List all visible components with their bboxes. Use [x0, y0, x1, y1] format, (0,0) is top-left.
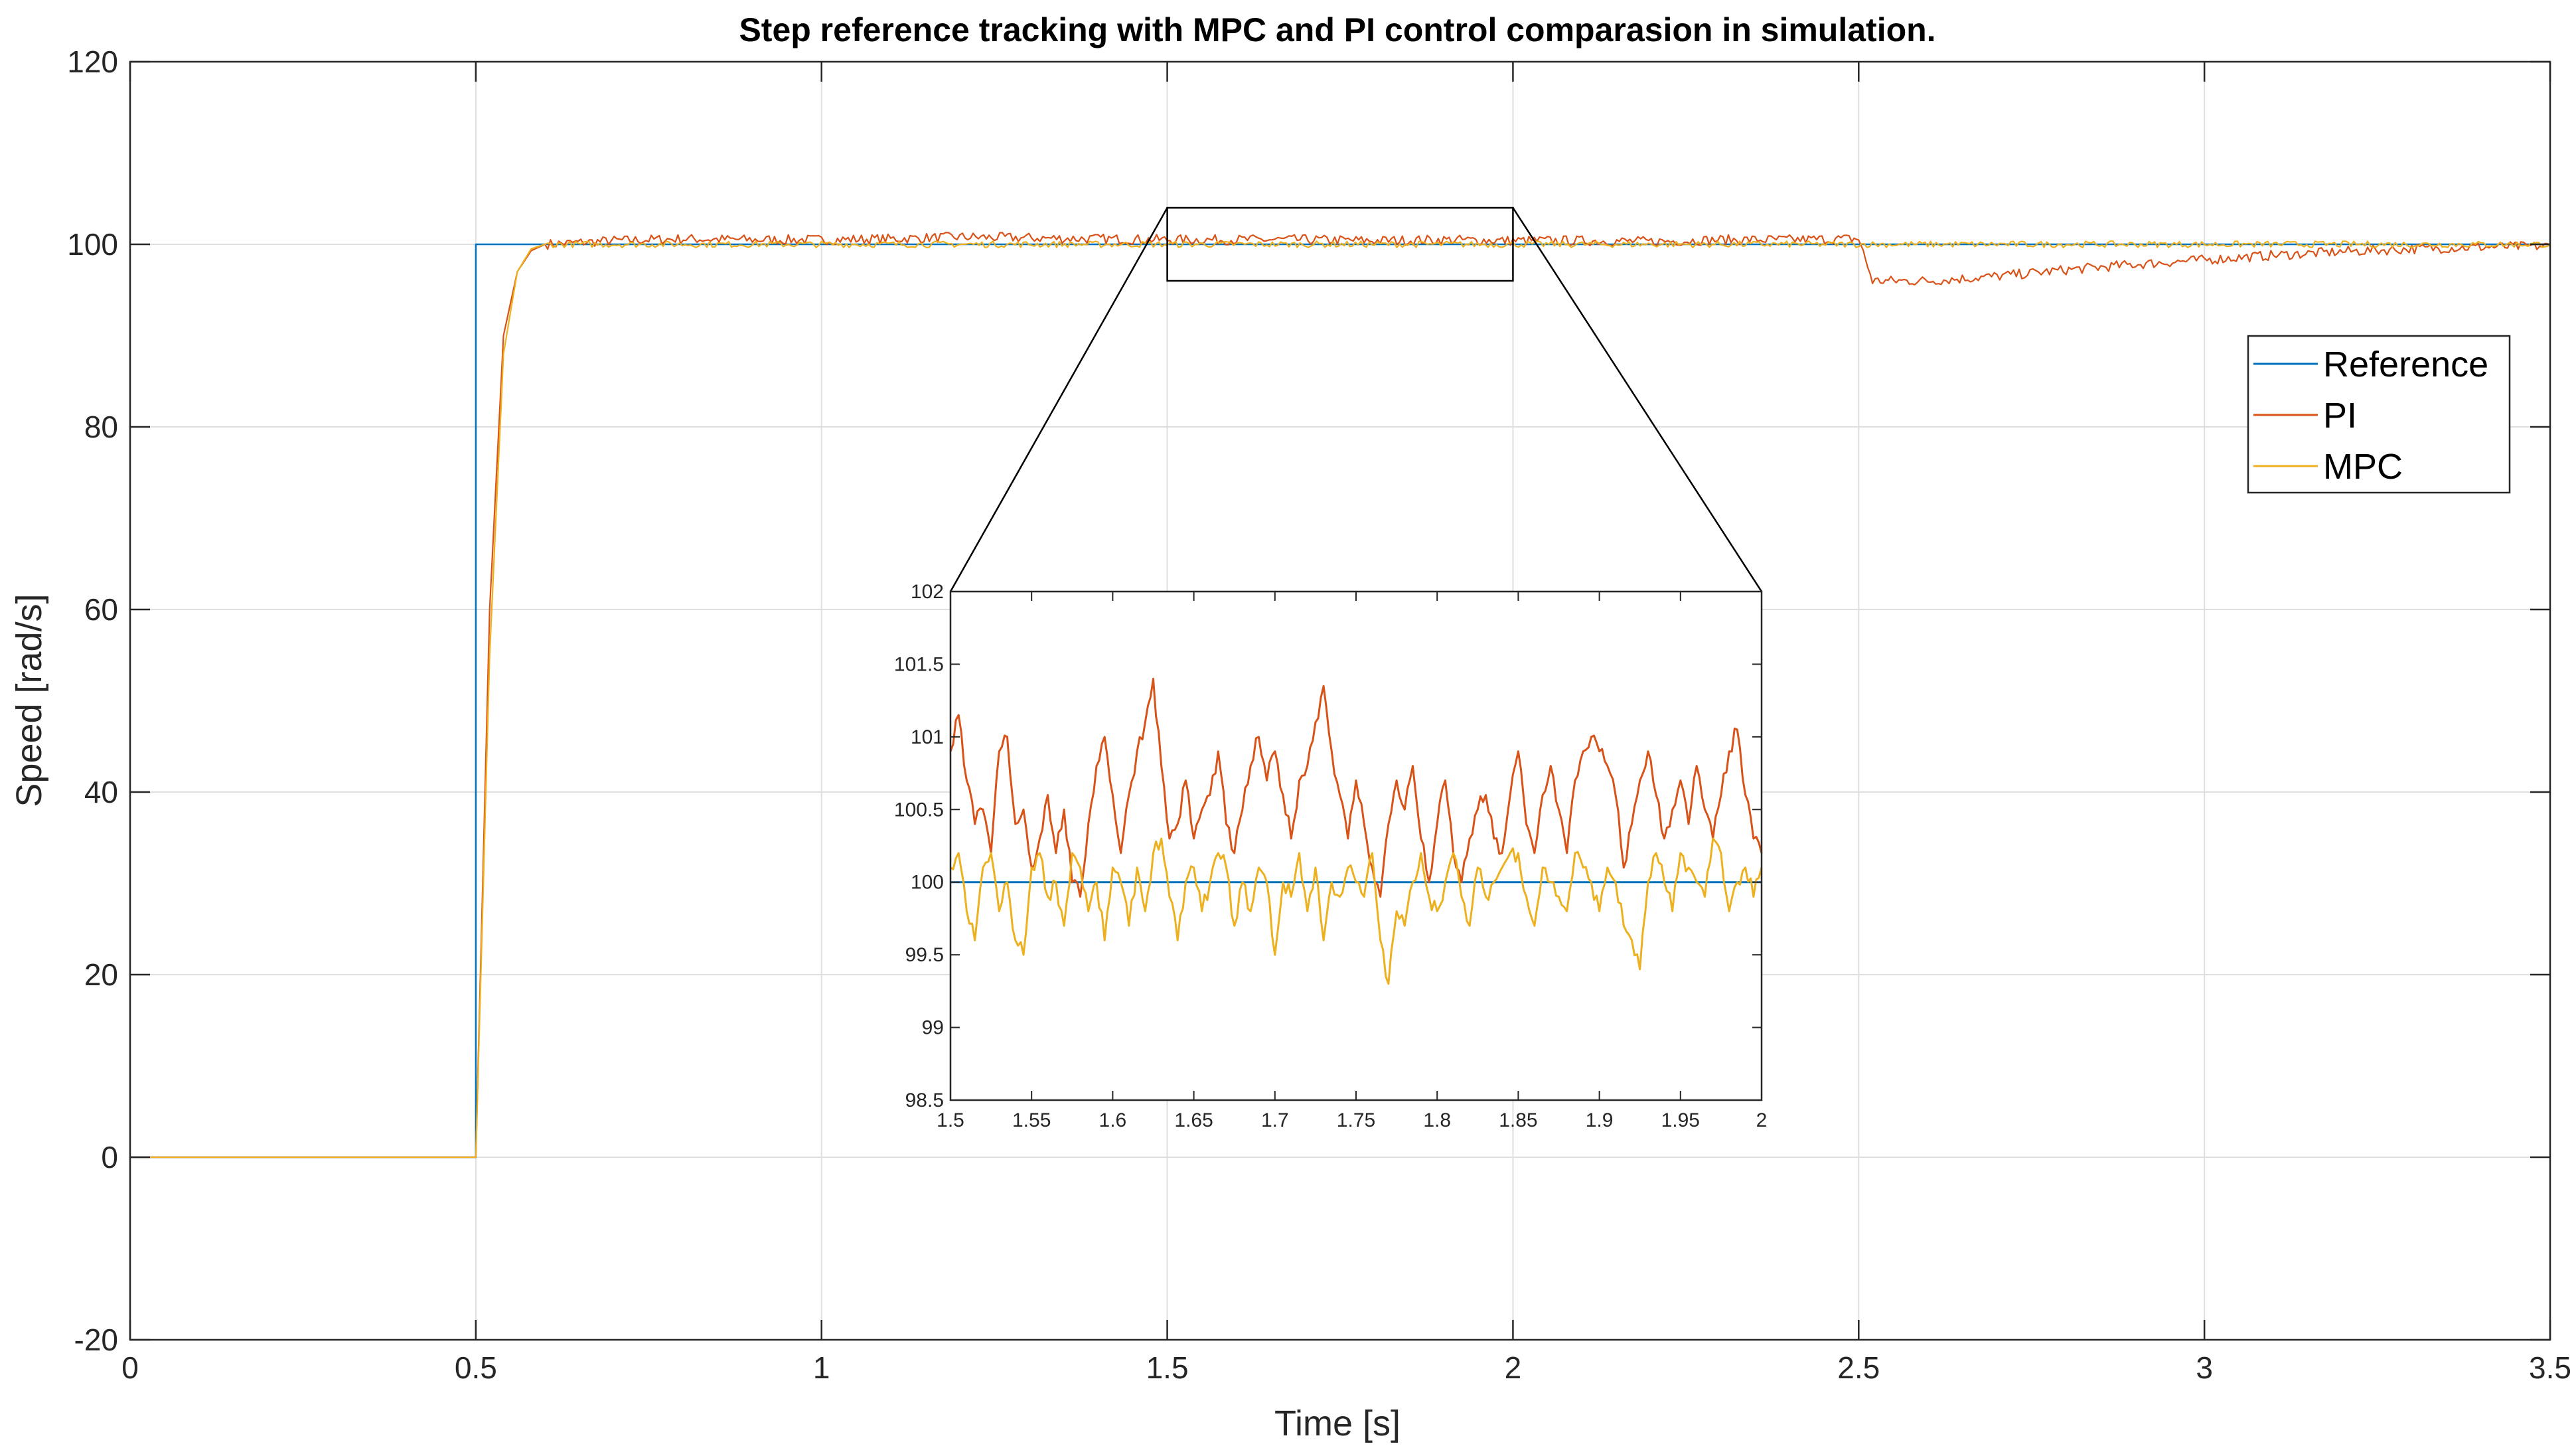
- x-tick-label: 2.5: [1837, 1350, 1880, 1385]
- y-tick-label: 100: [67, 227, 118, 262]
- inset-x-tick-label: 1.9: [1586, 1109, 1614, 1131]
- zoom-indicator: [949, 206, 1763, 592]
- x-tick-label: 3: [2196, 1350, 2213, 1385]
- inset-x-tick-label: 1.85: [1499, 1109, 1537, 1131]
- chart-title: Step reference tracking with MPC and PI …: [739, 11, 1935, 48]
- series-line-mpc: [130, 240, 2551, 1159]
- y-axis-label: Speed [rad/s]: [9, 594, 49, 807]
- inset-x-tick-label: 1.6: [1099, 1109, 1127, 1131]
- inset-x-tick-label: 1.55: [1012, 1109, 1051, 1131]
- inset-x-tick-label: 1.95: [1661, 1109, 1700, 1131]
- y-tick-label: 20: [84, 957, 118, 992]
- zoom-connector-left: [949, 207, 1168, 592]
- x-tick-label: 3.5: [2529, 1350, 2571, 1385]
- inset-x-tick-label: 1.7: [1261, 1109, 1289, 1131]
- inset-x-tick-label: 2: [1756, 1109, 1768, 1131]
- y-tick-label: -20: [74, 1323, 118, 1357]
- inset-y-tick-label: 102: [911, 581, 944, 603]
- inset-x-tick-label: 1.75: [1337, 1109, 1375, 1131]
- inset-series-line-pi: [949, 677, 1763, 898]
- inset-plot-area: [950, 592, 1762, 1100]
- x-tick-label: 0: [121, 1350, 139, 1385]
- inset-y-tick-label: 99: [922, 1017, 944, 1039]
- inset-y-tick-label: 98.5: [905, 1089, 944, 1111]
- inset-y-tick-label: 101.5: [894, 653, 944, 675]
- x-tick-label: 1.5: [1146, 1350, 1189, 1385]
- y-tick-label: 0: [101, 1140, 118, 1174]
- inset-x-tick-label: 1.65: [1174, 1109, 1213, 1131]
- inset-y-tick-label: 100.5: [894, 799, 944, 821]
- y-tick-label: 40: [84, 775, 118, 809]
- inset-y-tick-label: 99.5: [905, 944, 944, 966]
- inset-y-tick-label: 100: [911, 872, 944, 894]
- x-tick-label: 2: [1505, 1350, 1522, 1385]
- legend-entry-reference: Reference: [2253, 345, 2488, 384]
- inset-series-line-mpc: [950, 837, 1763, 985]
- inset-x-tick-label: 1.5: [937, 1109, 964, 1131]
- y-tick-label: 80: [84, 410, 118, 444]
- inset-ticks: 1.5 1.55 1.6 1.65 1.7 1.75 1.8 1.85 1.9 1.95 2 98.5…: [894, 581, 1767, 1131]
- zoom-connector-right: [1512, 207, 1763, 592]
- y-tick-label: 60: [84, 592, 118, 627]
- x-axis-label: Time [s]: [1274, 1404, 1401, 1443]
- legend-label-mpc: MPC: [2323, 447, 2403, 487]
- zoom-box: [1166, 206, 1514, 282]
- legend-label-reference: Reference: [2323, 345, 2488, 384]
- main-series-group: [130, 232, 2551, 1159]
- x-tick-label: 1: [813, 1350, 830, 1385]
- legend-label-pi: PI: [2323, 396, 2357, 436]
- x-tick-label: 0.5: [455, 1350, 497, 1385]
- legend: Reference PI MPC: [2247, 335, 2511, 494]
- inset-series-group: [949, 677, 1763, 985]
- y-tick-label: 120: [67, 44, 118, 79]
- series-line-pi: [130, 232, 2551, 1159]
- inset-x-tick-label: 1.8: [1423, 1109, 1451, 1131]
- main-axes-frame: [129, 60, 2551, 1341]
- inset-y-tick-label: 101: [911, 726, 944, 748]
- series-line-reference: [130, 243, 2550, 1159]
- legend-entry-mpc: MPC: [2253, 447, 2403, 487]
- legend-entry-pi: PI: [2253, 396, 2357, 436]
